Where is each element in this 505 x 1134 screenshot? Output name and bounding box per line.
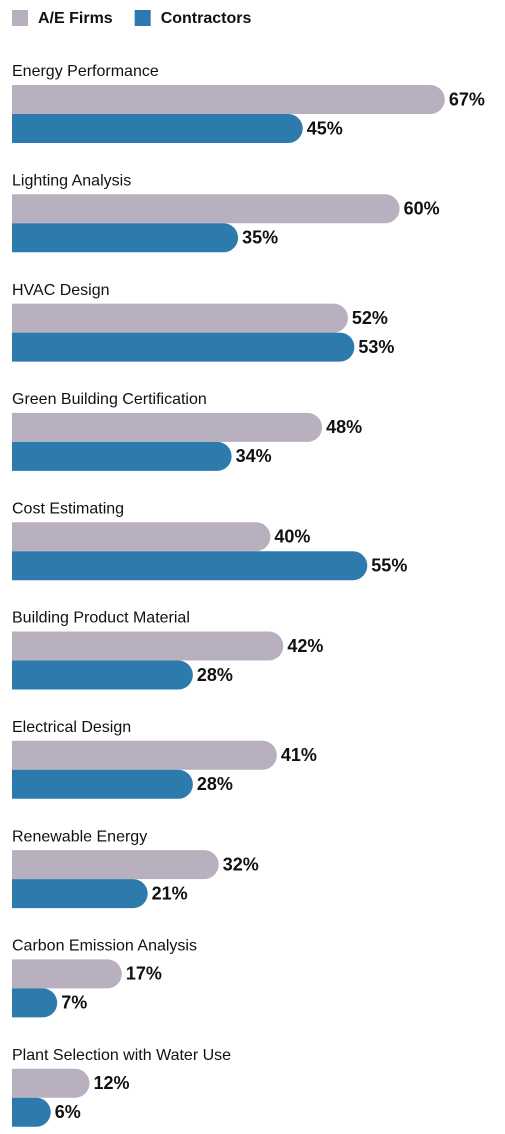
bar bbox=[12, 551, 368, 581]
legend-swatch bbox=[134, 10, 151, 26]
value-label: 48% bbox=[326, 417, 362, 437]
value-label: 42% bbox=[287, 636, 323, 656]
bar bbox=[12, 1097, 51, 1127]
legend-label: A/E Firms bbox=[38, 10, 113, 27]
bar bbox=[12, 223, 239, 253]
bar bbox=[12, 332, 355, 362]
category-label: Building Product Material bbox=[12, 610, 190, 627]
bar bbox=[12, 412, 323, 442]
bar bbox=[12, 303, 348, 333]
value-label: 12% bbox=[94, 1073, 130, 1093]
value-label: 55% bbox=[371, 555, 407, 575]
value-label: 67% bbox=[449, 89, 485, 109]
bar bbox=[12, 769, 193, 799]
value-label: 35% bbox=[242, 228, 278, 248]
category-label: Electrical Design bbox=[12, 719, 131, 736]
category-label: Carbon Emission Analysis bbox=[12, 938, 197, 955]
bar bbox=[12, 959, 122, 989]
value-label: 7% bbox=[61, 993, 87, 1013]
value-label: 45% bbox=[307, 118, 343, 138]
value-label: 53% bbox=[358, 337, 394, 357]
value-label: 41% bbox=[281, 745, 317, 765]
value-label: 60% bbox=[404, 199, 440, 219]
value-label: 28% bbox=[197, 665, 233, 685]
bar bbox=[12, 988, 58, 1018]
bar bbox=[12, 194, 400, 224]
value-label: 32% bbox=[223, 854, 259, 874]
value-label: 28% bbox=[197, 774, 233, 794]
legend-swatch bbox=[12, 10, 28, 26]
value-label: 6% bbox=[55, 1102, 81, 1122]
bar bbox=[12, 740, 277, 770]
bar bbox=[12, 631, 284, 661]
value-label: 17% bbox=[126, 964, 162, 984]
bar bbox=[12, 850, 219, 880]
bar bbox=[12, 85, 445, 114]
bar bbox=[12, 114, 303, 143]
bar bbox=[12, 441, 232, 471]
bar bbox=[12, 660, 193, 690]
category-label: Energy Performance bbox=[12, 63, 159, 80]
value-label: 21% bbox=[152, 883, 188, 903]
value-label: 40% bbox=[274, 526, 310, 546]
legend-label: Contractors bbox=[161, 10, 252, 27]
value-label: 34% bbox=[236, 446, 272, 466]
category-label: Renewable Energy bbox=[12, 828, 147, 845]
bar bbox=[12, 1068, 90, 1098]
category-label: Cost Estimating bbox=[12, 500, 124, 517]
value-label: 52% bbox=[352, 308, 388, 328]
category-label: Plant Selection with Water Use bbox=[12, 1047, 231, 1064]
category-label: HVAC Design bbox=[12, 282, 110, 299]
category-label: Green Building Certification bbox=[12, 391, 207, 408]
bar bbox=[12, 522, 271, 552]
category-label: Lighting Analysis bbox=[12, 173, 131, 190]
bar bbox=[12, 879, 148, 909]
